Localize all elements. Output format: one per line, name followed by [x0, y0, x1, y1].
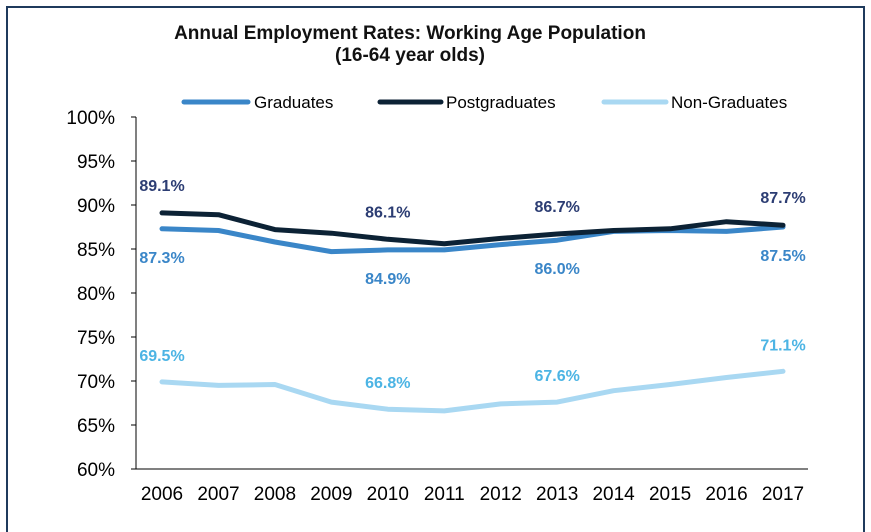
data-label: 86.0%: [534, 261, 579, 278]
x-tick-label: 2012: [480, 484, 522, 505]
y-tick-label: 90%: [77, 196, 115, 217]
y-tick-label: 75%: [77, 328, 115, 349]
data-label: 86.7%: [534, 199, 579, 216]
x-tick-label: 2009: [310, 484, 352, 505]
chart-frame: [6, 6, 865, 532]
chart-title: Annual Employment Rates: Working Age Pop…: [174, 23, 646, 44]
series-line-postgraduates: [159, 210, 786, 247]
x-tick-label: 2013: [536, 484, 578, 505]
data-label: 66.8%: [365, 375, 410, 392]
legend-label: Postgraduates: [446, 93, 556, 112]
data-label: 87.3%: [139, 250, 184, 267]
y-tick-label: 95%: [77, 152, 115, 173]
data-label: 67.6%: [534, 368, 579, 385]
data-label: 71.1%: [760, 337, 805, 354]
data-label: 84.9%: [365, 271, 410, 288]
data-label: 87.7%: [760, 190, 805, 207]
y-tick-label: 70%: [77, 372, 115, 393]
x-tick-label: 2006: [141, 484, 183, 505]
y-tick-label: 80%: [77, 284, 115, 305]
x-tick-label: 2007: [197, 484, 239, 505]
series-line-non-graduates: [159, 368, 786, 414]
x-tick-label: 2014: [592, 484, 635, 505]
y-tick-label: 100%: [66, 108, 115, 129]
y-tick-label: 60%: [77, 460, 115, 481]
x-tick-label: 2016: [705, 484, 747, 505]
chart-subtitle: (16-64 year olds): [335, 45, 485, 66]
data-label: 87.5%: [760, 248, 805, 265]
data-label: 69.5%: [139, 348, 184, 365]
data-label: 89.1%: [139, 178, 184, 195]
x-tick-label: 2008: [254, 484, 296, 505]
data-label: 86.1%: [365, 204, 410, 221]
legend-label: Graduates: [254, 93, 333, 112]
series-line-graduates: [159, 224, 786, 255]
x-tick-label: 2011: [424, 484, 465, 505]
legend-label: Non-Graduates: [671, 93, 787, 112]
x-tick-label: 2017: [762, 484, 804, 505]
x-tick-label: 2015: [649, 484, 691, 505]
y-tick-label: 65%: [77, 416, 115, 437]
x-tick-label: 2010: [367, 484, 409, 505]
y-tick-label: 85%: [77, 240, 115, 261]
